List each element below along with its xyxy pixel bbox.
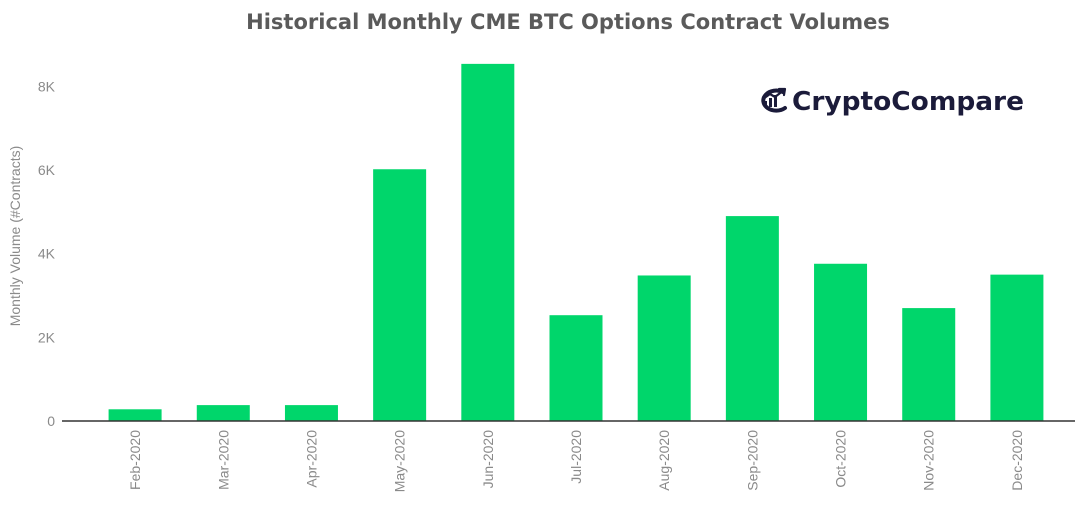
y-tick-label: 8K	[38, 78, 56, 94]
bar	[549, 315, 603, 421]
cryptocompare-logo: CryptoCompare	[761, 87, 1024, 117]
bar	[814, 263, 868, 421]
x-tick-label: Dec-2020	[1009, 430, 1025, 491]
y-axis-title: Monthly Volume (#Contracts)	[7, 146, 23, 327]
x-tick-label: Sep-2020	[744, 430, 760, 491]
x-tick-label: Jul-2020	[568, 430, 584, 484]
chart-title: Historical Monthly CME BTC Options Contr…	[246, 10, 890, 34]
cryptocompare-logo-icon	[761, 87, 787, 113]
x-tick-label: Nov-2020	[921, 430, 937, 491]
bar	[284, 405, 338, 421]
x-tick-label: Aug-2020	[656, 430, 672, 491]
x-tick-label: Mar-2020	[215, 430, 231, 490]
x-tick-label: Jun-2020	[480, 430, 496, 489]
y-axis-ticks: 0 2K 4K 6K 8K	[38, 78, 56, 429]
bars	[108, 63, 1044, 421]
bar	[373, 169, 427, 421]
x-tick-label: May-2020	[392, 430, 408, 492]
y-tick-label: 6K	[38, 162, 56, 178]
bar	[902, 308, 956, 421]
y-tick-label: 2K	[38, 329, 56, 345]
bar	[637, 275, 691, 421]
bar	[108, 409, 162, 421]
x-axis-ticks: Feb-2020 Mar-2020 Apr-2020 May-2020 Jun-2020…	[127, 430, 1025, 492]
y-tick-label: 4K	[38, 246, 56, 262]
bar	[196, 405, 250, 421]
bar	[725, 216, 779, 421]
y-tick-label: 0	[47, 413, 55, 429]
x-tick-label: Oct-2020	[833, 430, 849, 488]
bar	[461, 63, 515, 421]
bar	[990, 274, 1044, 421]
x-tick-label: Apr-2020	[303, 430, 319, 488]
logo-text: CryptoCompare	[792, 87, 1024, 117]
x-tick-label: Feb-2020	[127, 430, 143, 490]
